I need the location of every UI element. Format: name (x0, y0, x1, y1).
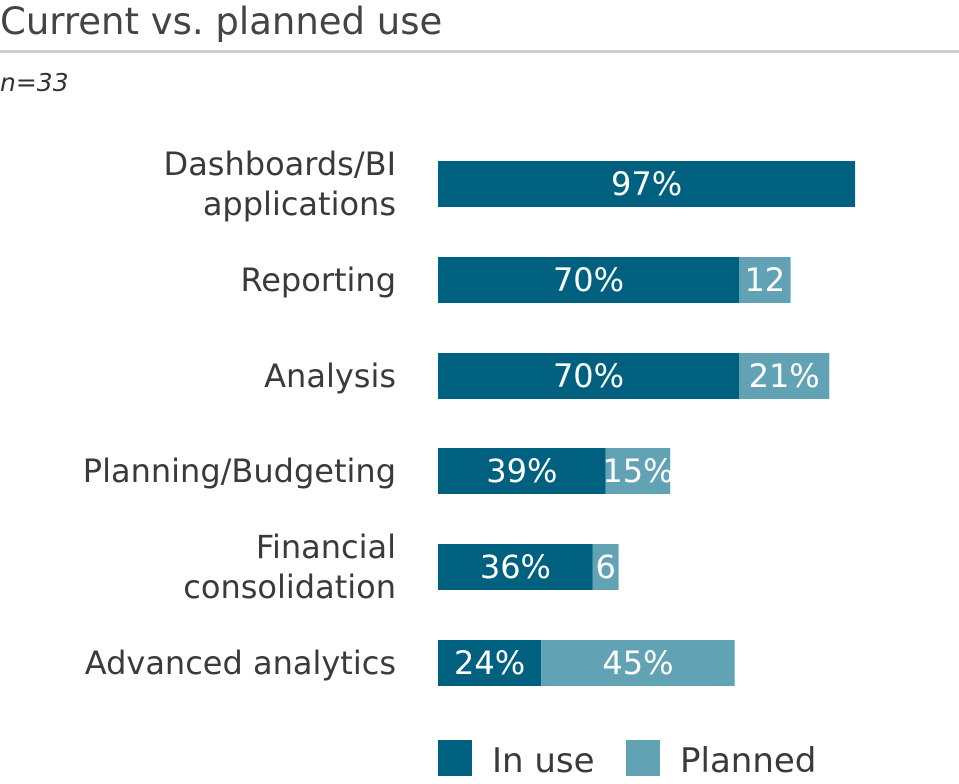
category-label: Dashboards/BI (164, 145, 396, 183)
bar-in-use (438, 448, 606, 494)
bar-in-use (438, 257, 739, 303)
bar-planned (541, 640, 735, 686)
bar-planned (592, 544, 619, 590)
category-label: consolidation (183, 568, 396, 606)
chart-title: Current vs. planned use (0, 0, 443, 43)
category-label: Financial (256, 528, 396, 566)
bar-planned (739, 257, 791, 303)
data-label: 15% (602, 452, 673, 490)
category-label: Planning/Budgeting (83, 452, 396, 490)
bar-planned (605, 448, 671, 494)
sample-size-note: n=33 (0, 68, 69, 97)
data-label: 12 (744, 261, 785, 299)
bar-planned (739, 353, 830, 399)
title-divider (0, 50, 959, 53)
data-label: 24% (454, 644, 525, 682)
category-label: Analysis (264, 357, 396, 395)
bar-in-use (438, 353, 739, 399)
data-label: 21% (749, 357, 820, 395)
category-label: Reporting (240, 261, 396, 299)
data-label: 45% (602, 644, 673, 682)
category-label: applications (203, 185, 396, 223)
legend-swatch-planned (626, 740, 660, 776)
data-label: 6 (596, 548, 616, 586)
data-label: 70% (553, 261, 624, 299)
data-label: 39% (486, 452, 557, 490)
legend-label-planned: Planned (680, 741, 816, 781)
category-label: Advanced analytics (85, 644, 396, 682)
bar-in-use (438, 640, 542, 686)
bar-in-use (438, 161, 856, 207)
bar-in-use (438, 544, 593, 590)
data-label: 97% (611, 165, 682, 203)
data-label: 70% (553, 357, 624, 395)
data-label: 36% (480, 548, 551, 586)
legend-label-in-use: In use (492, 741, 595, 781)
legend-swatch-in-use (438, 740, 472, 776)
